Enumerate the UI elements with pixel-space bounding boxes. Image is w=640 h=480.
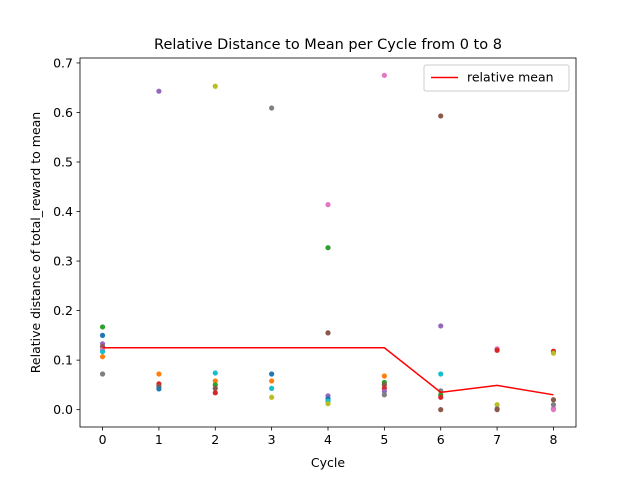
y-axis-label: Relative distance of total_reward to mea… <box>28 112 43 373</box>
data-point <box>325 202 331 208</box>
y-tick-label: 0.7 <box>53 55 73 70</box>
data-point <box>494 407 500 413</box>
data-point <box>212 378 218 384</box>
data-point <box>494 347 500 353</box>
chart-title: Relative Distance to Mean per Cycle from… <box>154 37 502 53</box>
data-point <box>269 105 275 111</box>
x-tick-label: 4 <box>324 432 332 447</box>
data-point <box>99 332 106 338</box>
series-line-relative-mean <box>102 347 554 396</box>
y-tick-label: 0.1 <box>53 353 73 368</box>
x-tick-label: 0 <box>99 432 107 447</box>
data-point <box>438 323 444 329</box>
y-tick-label: 0.3 <box>53 254 73 269</box>
y-tick-label: 0.4 <box>53 204 73 219</box>
data-point <box>550 397 557 403</box>
data-point <box>156 88 162 94</box>
x-tick-label: 8 <box>549 432 557 447</box>
data-point <box>438 371 444 377</box>
x-tick-label: 3 <box>268 432 276 447</box>
x-tick-label: 5 <box>380 432 388 447</box>
x-tick-label: 6 <box>437 432 445 447</box>
points-layer <box>99 72 557 413</box>
x-tick-label: 7 <box>493 432 501 447</box>
data-point <box>156 386 162 392</box>
data-point <box>325 330 331 336</box>
y-axis: 0.0 0.1 0.2 0.3 0.4 0.5 0.6 0.7 <box>53 55 80 417</box>
legend-box <box>423 64 570 92</box>
lines-layer <box>102 347 554 396</box>
data-point <box>212 390 218 396</box>
data-point <box>212 385 218 391</box>
data-point <box>156 371 162 377</box>
data-point <box>550 407 557 413</box>
data-point <box>269 371 275 377</box>
data-point <box>99 354 106 360</box>
data-point <box>438 113 444 119</box>
data-point <box>269 378 275 384</box>
data-point <box>494 402 500 408</box>
x-tick-label: 2 <box>211 432 219 447</box>
legend-label-relative-mean: relative mean <box>467 70 554 85</box>
x-axis-label: Cycle <box>311 455 345 470</box>
data-point <box>438 407 444 413</box>
plot-area <box>80 58 576 427</box>
x-tick-label: 1 <box>155 432 163 447</box>
y-tick-label: 0.0 <box>53 402 73 417</box>
data-point <box>269 394 275 400</box>
data-point <box>438 394 444 400</box>
data-point <box>550 350 557 356</box>
data-point <box>99 349 106 355</box>
data-point <box>381 72 387 78</box>
data-point <box>269 385 275 391</box>
y-tick-label: 0.6 <box>53 105 73 120</box>
y-tick-label: 0.2 <box>53 303 73 318</box>
data-point <box>325 401 331 407</box>
data-point <box>381 373 387 379</box>
legend: relative mean <box>423 64 570 92</box>
y-tick-label: 0.5 <box>53 155 73 170</box>
x-axis: 0 1 2 3 4 5 6 7 8 <box>99 427 557 447</box>
data-point <box>381 392 387 398</box>
data-point <box>550 402 557 408</box>
data-point <box>212 370 218 376</box>
data-point <box>99 324 106 330</box>
data-point <box>325 245 331 251</box>
data-point <box>99 371 106 377</box>
data-point <box>212 83 218 89</box>
